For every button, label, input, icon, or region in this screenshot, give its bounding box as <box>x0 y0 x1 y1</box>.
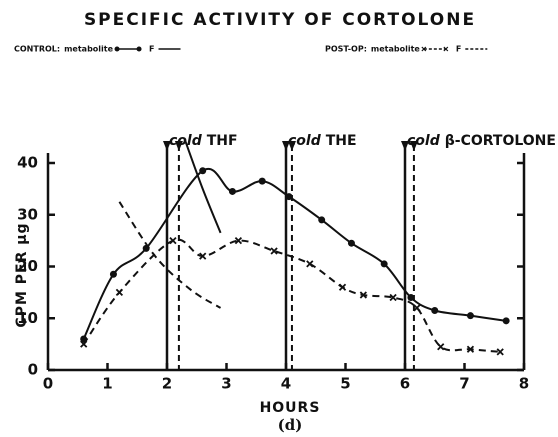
point <box>466 312 474 320</box>
point <box>407 294 415 302</box>
event-label: cold β-CORTOLONE <box>407 133 556 149</box>
point <box>109 270 117 278</box>
arrow <box>282 141 290 151</box>
legend-marker <box>443 46 449 52</box>
legend-label: metabolite <box>371 45 421 54</box>
x-axis-label: HOURS <box>260 400 321 416</box>
event-label: cold THF <box>169 133 238 149</box>
y-tick-label: 10 <box>17 309 38 327</box>
point <box>431 306 439 314</box>
legend-marker <box>421 46 427 52</box>
series-line <box>118 201 222 309</box>
event-text: THE <box>326 133 357 149</box>
arrow <box>287 141 296 151</box>
point <box>359 291 367 299</box>
point <box>496 348 504 356</box>
event-italic: cold <box>288 133 322 149</box>
arrow <box>174 141 183 151</box>
x-tick-label: 4 <box>281 375 291 393</box>
arrow <box>163 141 171 151</box>
legend-marker <box>114 46 120 52</box>
x-tick-label: 5 <box>340 375 350 393</box>
x-tick-label: 0 <box>43 375 53 393</box>
point <box>318 216 326 224</box>
point <box>306 260 314 268</box>
event-italic: cold <box>407 133 441 149</box>
x-tick-label: 2 <box>162 375 172 393</box>
point <box>285 193 293 201</box>
point <box>199 167 207 175</box>
caption: (d) <box>278 416 303 434</box>
series-line <box>183 139 222 234</box>
point <box>199 252 207 260</box>
legend-label: metabolite <box>64 45 114 54</box>
x-tick-label: 1 <box>102 375 112 393</box>
point <box>169 236 177 245</box>
point <box>413 304 421 312</box>
point <box>502 317 510 325</box>
point <box>115 288 124 297</box>
point <box>258 177 266 185</box>
point <box>338 283 347 291</box>
arrow <box>409 141 418 151</box>
arrow <box>401 141 409 151</box>
x-tick-label: 3 <box>221 375 231 393</box>
y-tick-label: 30 <box>17 205 38 223</box>
point <box>270 247 278 255</box>
chart-title: SPECIFIC ACTIVITY OF CORTOLONE <box>84 10 476 30</box>
point <box>380 260 388 268</box>
legend-group: CONTROL: <box>14 45 60 54</box>
point <box>347 239 355 247</box>
legend-marker <box>136 46 142 52</box>
point <box>437 343 445 351</box>
y-tick-label: 40 <box>17 154 38 172</box>
series-line <box>82 167 507 340</box>
y-tick-label: 20 <box>17 257 38 275</box>
point <box>228 187 236 195</box>
legend-label: F <box>456 45 461 54</box>
point <box>389 293 397 302</box>
x-tick-label: 8 <box>519 375 529 393</box>
y-axis-label: CPM PER µg <box>14 222 30 327</box>
legend-label: F <box>149 45 154 54</box>
y-tick-label: 0 <box>28 361 38 379</box>
point <box>80 340 88 348</box>
x-tick-label: 7 <box>459 375 469 393</box>
legend-group: POST-OP: <box>325 45 367 54</box>
x-tick-label: 6 <box>400 375 410 393</box>
event-label: cold THE <box>288 133 357 149</box>
event-text: THF <box>207 133 238 149</box>
event-text: β-CORTOLONE <box>445 133 556 149</box>
point <box>234 236 243 245</box>
point <box>466 345 475 353</box>
